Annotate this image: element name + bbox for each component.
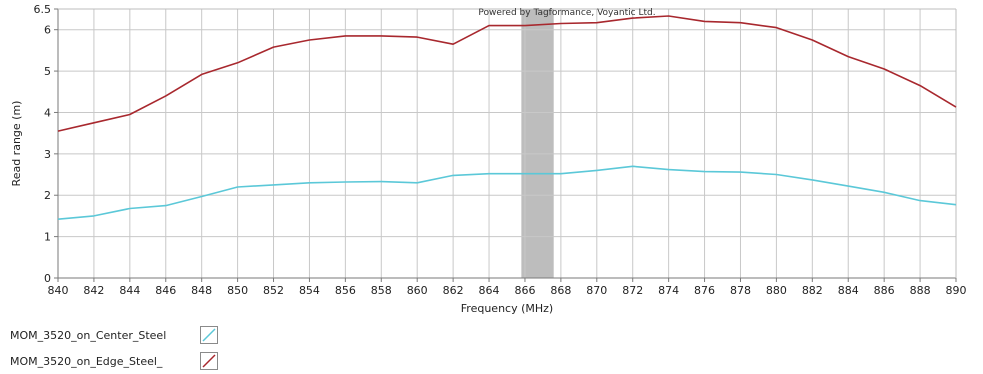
x-tick-label: 886 — [874, 284, 895, 297]
x-tick-label: 874 — [658, 284, 679, 297]
x-tick-label: 890 — [946, 284, 967, 297]
y-axis-title: Read range (m) — [10, 101, 23, 187]
x-tick-label: 876 — [694, 284, 715, 297]
x-tick-label: 848 — [191, 284, 212, 297]
y-tick-label: 1 — [44, 231, 51, 244]
x-tick-label: 882 — [802, 284, 823, 297]
plot-area — [58, 9, 956, 278]
x-tick-label: 840 — [48, 284, 69, 297]
x-tick-label: 854 — [299, 284, 320, 297]
series-line-0 — [57, 165, 957, 220]
highlight-band — [521, 9, 554, 278]
x-tick-label: 880 — [766, 284, 787, 297]
y-tick-label: 6.5 — [34, 3, 52, 16]
legend: MOM_3520_on_Center_Steel MOM_3520_on_Edg… — [10, 322, 218, 374]
x-tick-label: 844 — [119, 284, 140, 297]
legend-item-edge-steel[interactable]: MOM_3520_on_Edge_Steel_ — [10, 348, 218, 374]
y-tick-label: 2 — [44, 189, 51, 202]
y-tick-label: 0 — [44, 272, 51, 285]
x-tick-label: 864 — [479, 284, 500, 297]
series-layer — [57, 15, 957, 220]
y-tick-label: 6 — [44, 24, 51, 37]
axis-layer: 840 842 844 846 848 850 852 854 856 858 860 862 864 8… — [34, 3, 967, 297]
x-tick-label: 866 — [514, 284, 535, 297]
y-tick-label: 5 — [44, 65, 51, 78]
legend-label: MOM_3520_on_Center_Steel — [10, 328, 167, 342]
x-tick-label: 842 — [83, 284, 104, 297]
x-tick-label: 858 — [371, 284, 392, 297]
credit-text: Powered by Tagformance, Voyantic Ltd. — [478, 8, 655, 18]
x-tick-label: 856 — [335, 284, 356, 297]
x-tick-label: 868 — [550, 284, 571, 297]
x-tick-label: 870 — [586, 284, 607, 297]
x-tick-label: 888 — [910, 284, 931, 297]
x-tick-label: 850 — [227, 284, 248, 297]
line-swatch-icon[interactable] — [200, 326, 218, 344]
legend-label: MOM_3520_on_Edge_Steel_ — [10, 354, 163, 368]
x-axis-title: Frequency (MHz) — [461, 302, 553, 315]
x-tick-label: 852 — [263, 284, 284, 297]
read-range-chart: 840 842 844 846 848 850 852 854 856 858 860 862 864 8… — [10, 3, 967, 315]
x-tick-label: 884 — [838, 284, 859, 297]
x-tick-label: 878 — [730, 284, 751, 297]
y-tick-label: 4 — [44, 106, 51, 119]
x-tick-label: 860 — [407, 284, 428, 297]
series-line-1 — [57, 15, 957, 132]
highlight-band-layer — [521, 9, 554, 278]
x-tick-label: 862 — [443, 284, 464, 297]
y-tick-label: 3 — [44, 148, 51, 161]
x-tick-label: 846 — [155, 284, 176, 297]
line-swatch-icon[interactable] — [200, 352, 218, 370]
legend-item-center-steel[interactable]: MOM_3520_on_Center_Steel — [10, 322, 218, 348]
x-tick-label: 872 — [622, 284, 643, 297]
